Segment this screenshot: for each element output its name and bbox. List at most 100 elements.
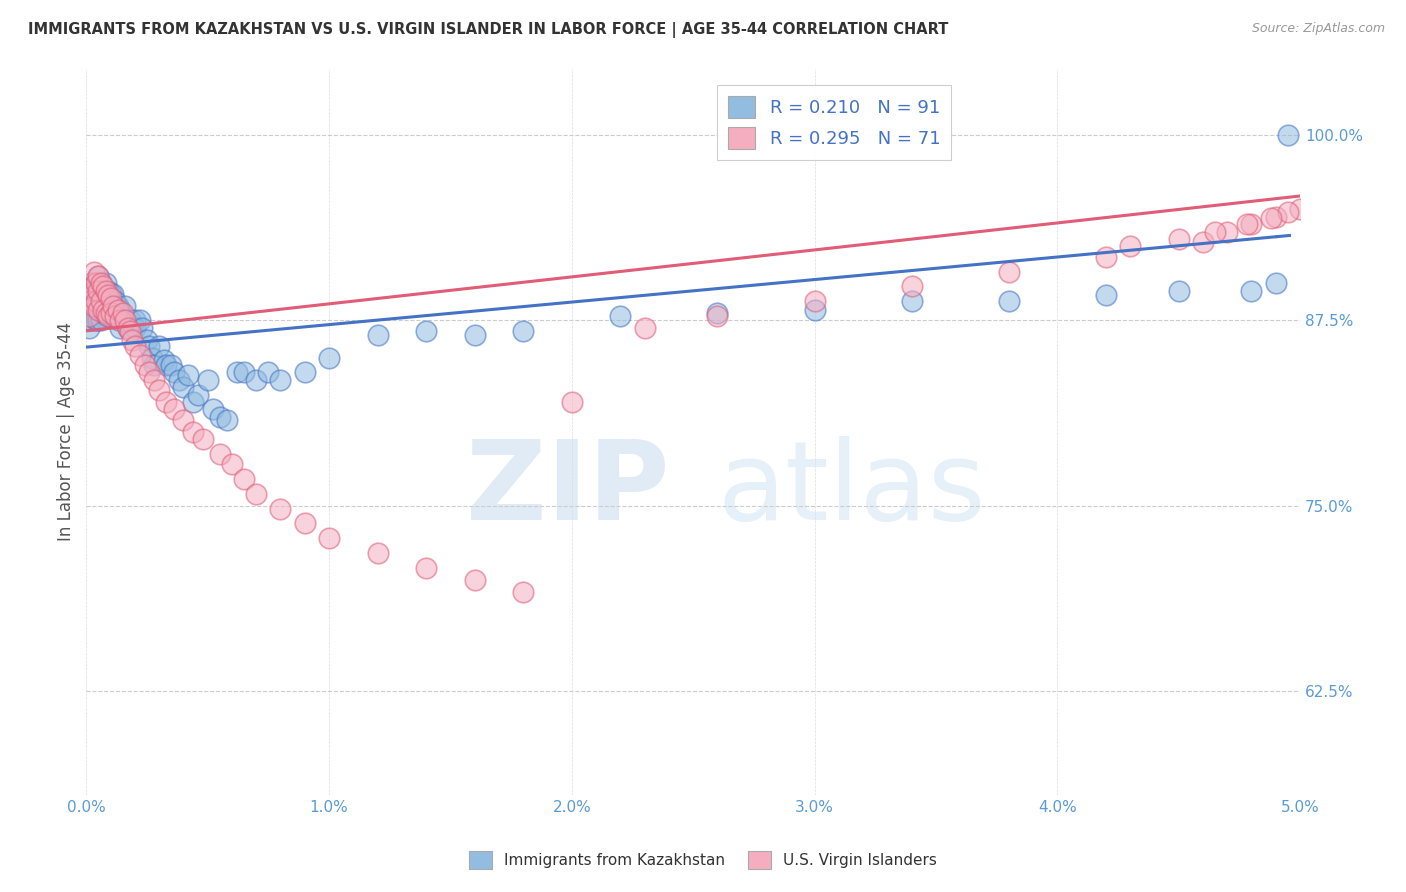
Point (87, 313, 110, 327)
Point (464, 328, 486, 343)
Point (1095, 250, 1118, 264)
Point (84, 306, 107, 320)
Point (609, 309, 631, 323)
Point (107, 299, 129, 313)
Point (706, 309, 728, 323)
Point (269, 373, 291, 387)
Point (191, 432, 214, 446)
Point (84, 294, 107, 309)
Point (1264, 277, 1286, 291)
Point (900, 279, 922, 293)
Point (245, 373, 267, 387)
Point (997, 264, 1019, 278)
Point (217, 413, 239, 427)
Point (294, 516, 316, 531)
Point (101, 306, 124, 320)
Point (415, 561, 437, 575)
Point (294, 365, 316, 379)
Point (803, 294, 825, 309)
Legend: Immigrants from Kazakhstan, U.S. Virgin Islanders: Immigrants from Kazakhstan, U.S. Virgin … (463, 845, 943, 875)
Point (1119, 239, 1142, 253)
Point (167, 373, 190, 387)
Point (181, 395, 204, 409)
Point (900, 294, 922, 309)
Point (138, 365, 160, 379)
Point (1192, 235, 1215, 249)
Point (104, 309, 127, 323)
Point (257, 365, 280, 379)
Point (208, 409, 231, 424)
Point (1216, 225, 1239, 239)
Point (1264, 210, 1286, 224)
Point (997, 294, 1019, 309)
Point (1277, 205, 1299, 219)
Point (87, 268, 110, 283)
Point (77, 309, 100, 323)
Point (464, 573, 486, 587)
Point (153, 353, 176, 368)
Point (100, 286, 122, 301)
Point (138, 339, 160, 353)
Point (163, 402, 186, 417)
Point (91, 291, 114, 305)
Point (80, 313, 103, 327)
Point (177, 368, 200, 383)
Point (318, 531, 340, 545)
Point (269, 501, 291, 516)
Point (187, 387, 209, 401)
Point (83, 264, 105, 278)
Point (124, 339, 146, 353)
Point (1095, 288, 1118, 302)
Point (83, 299, 105, 313)
Point (245, 487, 267, 501)
Point (94, 277, 117, 291)
Point (143, 358, 166, 372)
Point (80, 277, 103, 291)
Point (111, 309, 134, 323)
Point (118, 313, 141, 327)
Point (90, 294, 112, 309)
Point (1277, 128, 1299, 143)
Point (84, 313, 107, 327)
Point (128, 313, 150, 327)
Point (91, 279, 114, 293)
Point (91, 284, 114, 298)
Point (90, 313, 112, 327)
Point (121, 333, 143, 347)
Point (87, 291, 110, 305)
Point (77, 321, 100, 335)
Point (100, 291, 122, 305)
Point (80, 277, 103, 291)
Point (83, 291, 105, 305)
Point (124, 321, 146, 335)
Point (110, 321, 132, 335)
Point (148, 383, 170, 397)
Point (134, 358, 156, 372)
Point (83, 299, 105, 313)
Point (121, 324, 143, 338)
Point (131, 321, 153, 335)
Point (141, 351, 163, 365)
Point (155, 358, 177, 372)
Point (163, 365, 186, 379)
Point (114, 299, 136, 313)
Point (172, 380, 194, 394)
Point (100, 295, 122, 310)
Point (97, 295, 120, 310)
Y-axis label: In Labor Force | Age 35-44: In Labor Force | Age 35-44 (58, 322, 75, 541)
Point (118, 324, 141, 338)
Point (107, 313, 129, 327)
Point (1260, 211, 1282, 226)
Text: atlas: atlas (717, 436, 986, 543)
Point (181, 425, 204, 439)
Point (415, 324, 437, 338)
Point (100, 309, 122, 323)
Point (1236, 217, 1258, 231)
Point (77, 291, 100, 305)
Point (633, 321, 655, 335)
Point (110, 313, 132, 327)
Point (318, 351, 340, 365)
Point (197, 373, 219, 387)
Point (124, 313, 146, 327)
Point (90, 284, 112, 298)
